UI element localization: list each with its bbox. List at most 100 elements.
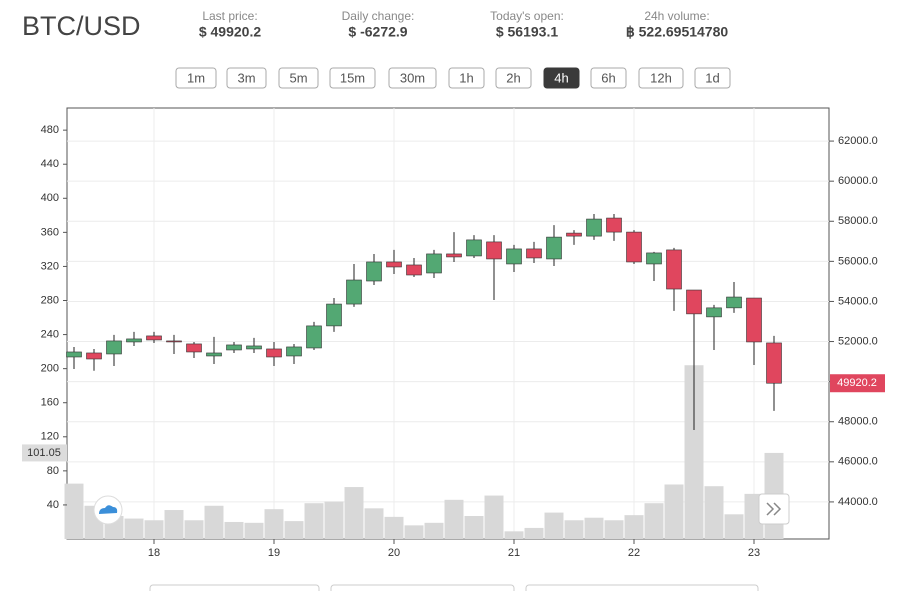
y-tick-label: 62000.0 (838, 135, 878, 147)
button-label: 30m (400, 70, 425, 85)
stat-label: Daily change: (342, 9, 415, 23)
volume-bar (504, 531, 524, 539)
tab[interactable] (149, 584, 320, 591)
candle-body (606, 217, 622, 233)
volume-bar (544, 512, 564, 539)
y2-tick-label: 160 (41, 397, 59, 409)
candle-body (206, 352, 222, 357)
button-label: 15m (340, 70, 365, 85)
interval-button[interactable]: 1h (448, 67, 485, 89)
candle-body (626, 231, 642, 263)
interval-button[interactable]: 4h (543, 67, 580, 89)
button-label: 5m (289, 70, 307, 85)
button-box (590, 67, 627, 89)
y-tick-label: 56000.0 (838, 255, 878, 267)
interval-button[interactable]: 6h (590, 67, 627, 89)
candle-body (246, 345, 262, 350)
button-box (175, 67, 217, 89)
interval-button[interactable]: 15m (329, 67, 376, 89)
volume-bar (344, 487, 364, 539)
y2-tick-label: 200 (41, 363, 59, 375)
candle-body (466, 239, 482, 257)
stat-value: $ 56193.1 (496, 24, 558, 40)
volume-bar (284, 521, 304, 539)
volume-bar (464, 516, 484, 539)
tab[interactable] (525, 584, 759, 591)
volume-bar (644, 503, 664, 539)
symbol: BTC/USD (22, 11, 141, 41)
candle-body (386, 261, 402, 268)
volume-bar (384, 516, 404, 539)
candle-body (586, 218, 602, 237)
y2-tick-label: 440 (41, 158, 59, 170)
interval-button[interactable]: 2h (495, 67, 532, 89)
button-box (694, 67, 731, 89)
volume-bar (144, 520, 164, 539)
y2-tick-label: 320 (41, 260, 59, 272)
candle-body (706, 307, 722, 318)
candle-body (306, 325, 322, 349)
volume-bar (224, 521, 244, 539)
x-tick-label: 21 (508, 547, 520, 559)
interval-button[interactable]: 12h (638, 67, 684, 89)
y2-tick-label: 400 (41, 192, 59, 204)
y-tick-label: 48000.0 (838, 416, 878, 428)
candle-body (686, 289, 702, 315)
stat-label: Today's open: (490, 9, 564, 23)
volume-bar (444, 499, 464, 539)
x-tick-label: 23 (748, 547, 760, 559)
interval-button[interactable]: 3m (226, 67, 267, 89)
volume-bar (64, 483, 84, 539)
candle-body (126, 338, 142, 343)
candle-body (566, 232, 582, 237)
interval-button[interactable]: 1d (694, 67, 731, 89)
tab[interactable] (330, 584, 515, 591)
button-label: 2h (506, 70, 520, 85)
candle-body (506, 248, 522, 265)
button-label: 1m (187, 70, 205, 85)
interval-button[interactable]: 1m (175, 67, 217, 89)
interval-button[interactable]: 30m (388, 67, 437, 89)
candle-body (186, 343, 202, 353)
logo-icon (99, 505, 118, 514)
y2-tick-label: 480 (41, 124, 59, 136)
x-tick-label: 19 (268, 547, 280, 559)
y-tick-label: 58000.0 (838, 215, 878, 227)
candle-body (106, 340, 122, 355)
plot-frame (66, 107, 830, 540)
button-box (543, 67, 580, 89)
y-tick-label: 46000.0 (838, 456, 878, 468)
volume-bar (264, 509, 284, 539)
volume-bar (524, 527, 544, 539)
button-box (638, 67, 684, 89)
button-label: 1d (705, 70, 719, 85)
volume-bar (724, 514, 744, 539)
candle-body (146, 335, 162, 341)
interval-button[interactable]: 5m (278, 67, 319, 89)
candle-body (86, 352, 102, 360)
stat-value: ฿ 522.69514780 (626, 24, 729, 40)
button-box (388, 67, 437, 89)
y2-tick-label: 80 (47, 465, 59, 477)
candle-body (646, 252, 662, 265)
volume-bar (304, 503, 324, 539)
y-tick-label: 52000.0 (838, 335, 878, 347)
volume-bar (684, 365, 704, 539)
y2-tick-label: 120 (41, 431, 59, 443)
candle-body (326, 303, 342, 327)
y2-tick-label: 40 (47, 499, 59, 511)
button-label: 4h (554, 70, 568, 85)
last-price-label: 49920.2 (837, 377, 877, 389)
y2-tick-label: 280 (41, 294, 59, 306)
volume-bar (484, 495, 504, 539)
y-tick-label: 54000.0 (838, 295, 878, 307)
candle-body (766, 342, 782, 384)
candle-body (486, 241, 502, 260)
candle-body (746, 297, 762, 343)
button-label: 1h (459, 70, 473, 85)
x-tick-label: 20 (388, 547, 400, 559)
candle-body (266, 348, 282, 358)
volume-bar (664, 484, 684, 539)
x-tick-label: 22 (628, 547, 640, 559)
